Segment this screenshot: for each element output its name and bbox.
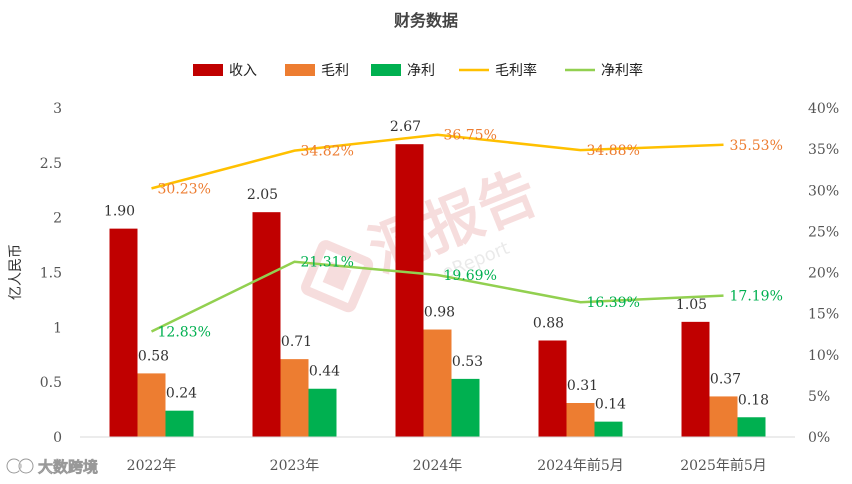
y-tick-label: 2.5 <box>40 156 62 172</box>
x-tick-label: 2022年 <box>127 458 177 474</box>
y-tick-label: 0 <box>53 430 62 446</box>
y2-tick-label: 10% <box>808 348 839 364</box>
x-tick-label: 2023年 <box>270 458 320 474</box>
bar-毛利 <box>709 396 738 437</box>
bar-value-label: 0.53 <box>452 354 483 370</box>
legend: 收入 毛利 净利 毛利率 净利率 <box>193 62 643 79</box>
y-tick-label: 3 <box>53 101 62 117</box>
y2-tick-label: 30% <box>808 183 839 199</box>
line-毛利率 <box>151 133 724 190</box>
legend-label: 毛利率 <box>495 62 537 79</box>
y2-tick-label: 15% <box>808 307 839 323</box>
bar-value-label: 0.58 <box>138 348 169 364</box>
y-tick-label: 1 <box>53 320 62 336</box>
legend-swatch-收入 <box>193 64 223 76</box>
bar-收入 <box>252 212 281 437</box>
y2-tick-label: 5% <box>808 389 830 405</box>
line-value-label: 19.69% <box>444 268 497 284</box>
line-value-label: 16.39% <box>587 295 640 311</box>
y2-tick-label: 35% <box>808 142 839 158</box>
legend-swatch-净利 <box>371 64 401 76</box>
line-value-label: 30.23% <box>158 181 211 197</box>
bar-value-label: 0.44 <box>309 364 340 380</box>
y-tick-label: 1.5 <box>40 266 62 282</box>
chart-title: 财务数据 <box>393 11 458 30</box>
legend-label: 净利率 <box>601 62 643 79</box>
legend-label: 净利 <box>407 63 435 79</box>
bar-value-label: 2.05 <box>247 187 278 203</box>
bar-收入 <box>538 340 567 437</box>
line-value-label: 21.31% <box>301 255 354 271</box>
bar-value-label: 1.90 <box>104 204 135 220</box>
line-value-label: 35.53% <box>730 138 783 154</box>
bar-毛利 <box>423 329 452 437</box>
rate-lines: 30.23% 34.82% 36.75% 34.88% 35.53% 12.83% 21.3… <box>150 128 783 340</box>
footer-brand: 大数跨境 <box>5 457 98 476</box>
y-axis-ticks: 0 0.5 1 1.5 2 2.5 3 <box>40 101 62 446</box>
line-value-label: 36.75% <box>444 128 497 144</box>
bar-净利 <box>308 388 337 437</box>
bar-毛利 <box>280 359 309 437</box>
x-tick-label: 2025年前5月 <box>680 457 767 474</box>
x-tick-label: 2024年前5月 <box>537 457 624 474</box>
bar-value-label: 0.98 <box>424 305 455 321</box>
bar-value-label: 1.05 <box>676 297 707 313</box>
x-axis-ticks: 2022年 2023年 2024年 2024年前5月 2025年前5月 <box>127 457 767 474</box>
x-tick-label: 2024年 <box>413 458 463 474</box>
y-axis-label: 亿人民币 <box>8 244 24 300</box>
line-value-label: 17.19% <box>730 289 783 305</box>
legend-label: 收入 <box>229 63 257 79</box>
legend-swatch-毛利 <box>285 64 315 76</box>
y2-tick-label: 40% <box>808 101 839 117</box>
y-tick-label: 2 <box>53 211 62 227</box>
bar-value-label: 0.71 <box>281 334 312 350</box>
y2-tick-label: 25% <box>808 224 839 240</box>
y-tick-label: 0.5 <box>40 375 62 391</box>
bar-value-label: 2.67 <box>390 119 421 135</box>
bar-净利 <box>737 417 766 437</box>
bar-净利 <box>165 410 194 437</box>
legend-label: 毛利 <box>321 63 349 79</box>
y2-axis-ticks: 0% 5% 10% 15% 20% 25% 30% 35% 40% <box>808 101 839 446</box>
line-value-label: 34.82% <box>301 144 354 160</box>
watermark-logo-icon <box>301 240 374 313</box>
bar-value-label: 0.88 <box>533 315 564 331</box>
bar-收入 <box>109 228 138 437</box>
bar-净利 <box>451 378 480 437</box>
line-value-label: 34.88% <box>587 143 640 159</box>
bar-value-label: 0.14 <box>595 397 626 413</box>
bar-value-label: 0.31 <box>567 378 598 394</box>
y2-tick-label: 0% <box>808 430 830 446</box>
bar-value-label: 0.37 <box>710 371 741 387</box>
bar-value-label: 0.18 <box>738 392 769 408</box>
bars: 1.90 2.05 2.67 0.88 1.05 0.58 0.71 0.98 0.31 0.37… <box>104 119 769 437</box>
bar-收入 <box>395 144 424 437</box>
bar-收入 <box>681 321 710 437</box>
bar-净利 <box>594 421 623 437</box>
brand-text: 大数跨境 <box>38 458 98 476</box>
bar-毛利 <box>137 373 166 437</box>
brand-logo-icon <box>5 457 35 475</box>
line-value-label: 12.83% <box>158 324 211 340</box>
y2-tick-label: 20% <box>808 266 839 282</box>
line-净利率 <box>150 260 724 333</box>
bar-毛利 <box>566 403 595 437</box>
bar-value-label: 0.24 <box>166 386 197 402</box>
